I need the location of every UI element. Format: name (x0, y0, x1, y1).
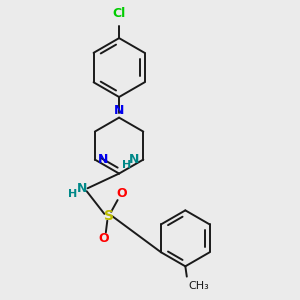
Text: N: N (98, 153, 108, 166)
Text: Cl: Cl (112, 8, 126, 20)
Text: N: N (129, 153, 140, 166)
Text: N: N (77, 182, 88, 195)
Text: O: O (117, 187, 127, 200)
Text: S: S (104, 209, 114, 223)
Text: CH₃: CH₃ (188, 281, 209, 291)
Text: H: H (122, 160, 132, 170)
Text: H: H (68, 189, 77, 199)
Text: O: O (98, 232, 109, 245)
Text: N: N (114, 104, 124, 117)
